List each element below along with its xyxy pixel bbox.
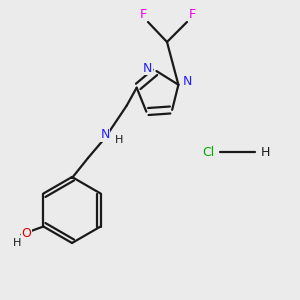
Text: N: N xyxy=(100,128,110,142)
Text: F: F xyxy=(140,8,147,20)
Text: H: H xyxy=(13,238,22,248)
Text: N: N xyxy=(143,61,152,75)
Text: H: H xyxy=(115,135,123,145)
Text: Cl: Cl xyxy=(202,146,214,158)
Text: O: O xyxy=(22,227,32,240)
Text: F: F xyxy=(188,8,196,20)
Text: H: H xyxy=(260,146,270,158)
Text: N: N xyxy=(183,75,192,88)
